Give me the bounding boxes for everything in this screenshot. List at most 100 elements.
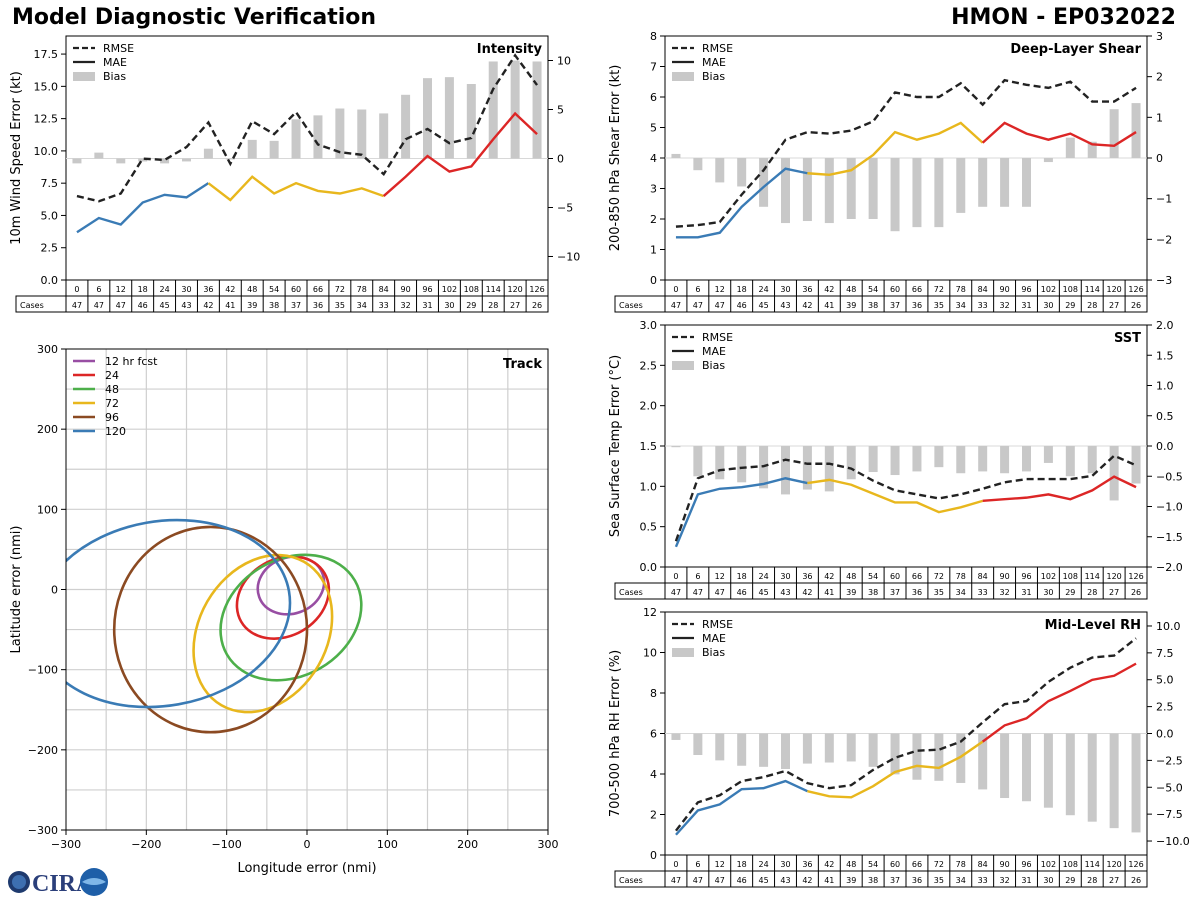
case-count: 31 [1021, 588, 1031, 597]
bias-bar [357, 109, 367, 159]
y-axis-label: 700-500 hPa RH Error (%) [608, 650, 623, 817]
case-count: 32 [999, 876, 1009, 885]
y-tick-label: 300 [37, 343, 58, 356]
y2-tick-label: −2.5 [1156, 754, 1183, 767]
case-count: 33 [978, 876, 988, 885]
legend-bias-label: Bias [702, 646, 725, 659]
y-tick-label: 5.0 [41, 209, 59, 222]
hour-label: 96 [1021, 285, 1031, 294]
model-storm-id: HMON - EP032022 [951, 5, 1176, 30]
bias-bar [423, 78, 432, 159]
y-axis-label: Latitude error (nmi) [9, 526, 24, 654]
y-tick-label: 4 [650, 768, 657, 781]
hour-label: 30 [780, 572, 790, 581]
y-tick-label: 2 [650, 809, 657, 822]
bias-bar [781, 733, 790, 769]
bias-bar [247, 139, 257, 159]
bias-bar [203, 148, 213, 159]
case-count: 41 [824, 301, 834, 310]
bias-bar [759, 733, 769, 767]
hour-label: 90 [400, 285, 410, 294]
case-count: 47 [94, 301, 104, 310]
hour-label: 72 [934, 860, 944, 869]
y2-tick-label: 5.0 [1156, 674, 1174, 687]
hour-label: 12 [715, 860, 725, 869]
hour-label: 6 [96, 285, 101, 294]
hour-label: 6 [695, 285, 700, 294]
y2-tick-label: 5 [557, 103, 564, 116]
y-tick-label: 2.5 [640, 359, 658, 372]
mae-line-segment [807, 121, 984, 176]
bias-bar [532, 61, 542, 159]
hour-label: 114 [1085, 572, 1100, 581]
hour-label: 126 [1128, 572, 1143, 581]
hour-label: 30 [181, 285, 191, 294]
bias-bar [1065, 733, 1075, 816]
y-tick-label: 1 [650, 244, 657, 257]
bias-bar [802, 733, 812, 764]
y2-tick-label: −2.0 [1156, 561, 1183, 574]
hour-label: 72 [934, 285, 944, 294]
cira-logo: CIRA [8, 868, 108, 897]
case-count: 28 [1087, 301, 1097, 310]
case-count: 47 [715, 301, 725, 310]
case-count: 31 [1021, 301, 1031, 310]
legend-rmse-label: RMSE [702, 618, 733, 631]
legend-label: 120 [105, 425, 126, 438]
hour-label: 96 [1021, 860, 1031, 869]
y-tick-label: 100 [37, 503, 58, 516]
y2-tick-label: 10 [557, 54, 571, 67]
cases-row [15, 295, 549, 313]
y2-tick-label: 1.5 [1156, 349, 1174, 362]
hour-label: 48 [846, 572, 856, 581]
hour-label: 114 [1085, 285, 1100, 294]
bias-bar [781, 446, 790, 495]
y2-tick-label: 1 [1156, 111, 1163, 124]
y-tick-label: 8 [650, 30, 657, 43]
case-count: 27 [1109, 876, 1119, 885]
bias-bar [1022, 733, 1031, 802]
y-tick-label: 1.0 [640, 480, 658, 493]
hour-label: 36 [802, 572, 812, 581]
hour-label: 120 [1106, 285, 1121, 294]
case-count: 39 [846, 876, 856, 885]
y-tick-label: 7.5 [41, 177, 59, 190]
x-tick-label: 300 [538, 838, 559, 851]
case-count: 32 [999, 588, 1009, 597]
rmse-line [675, 637, 1137, 832]
mae-line-segment [382, 111, 538, 197]
mae-line-segment [76, 182, 210, 234]
y2-tick-label: 7.5 [1156, 647, 1174, 660]
y-tick-label: 12.5 [34, 113, 59, 126]
hour-label: 48 [846, 285, 856, 294]
hour-label: 54 [868, 572, 878, 581]
bias-bar [890, 733, 900, 775]
bias-bar [956, 446, 966, 474]
bias-bar [269, 140, 279, 159]
case-count: 34 [956, 876, 966, 885]
case-count: 43 [780, 301, 790, 310]
case-count: 37 [890, 876, 900, 885]
cases-row [614, 295, 1148, 313]
case-count: 28 [1087, 876, 1097, 885]
y2-tick-label: 0.0 [1156, 728, 1174, 741]
mae-line-segment [982, 475, 1137, 503]
bias-bar [978, 158, 988, 207]
bias-bar [934, 446, 944, 468]
case-count: 42 [802, 301, 812, 310]
hour-label: 66 [912, 860, 922, 869]
legend-mae-label: MAE [702, 345, 726, 358]
y-tick-label: 0.0 [41, 274, 59, 287]
bias-bar [138, 158, 148, 162]
chart-track: −300 −200 −100 0 100 200 300 −300 −200 −100 0 100 20… [9, 343, 559, 876]
case-count: 27 [1109, 301, 1119, 310]
case-count: 47 [693, 301, 703, 310]
hour-label: 84 [978, 572, 988, 581]
bias-bar [912, 446, 922, 472]
hour-label: 48 [247, 285, 257, 294]
case-count: 43 [780, 588, 790, 597]
hour-label: 66 [313, 285, 323, 294]
bias-bar [160, 158, 170, 164]
